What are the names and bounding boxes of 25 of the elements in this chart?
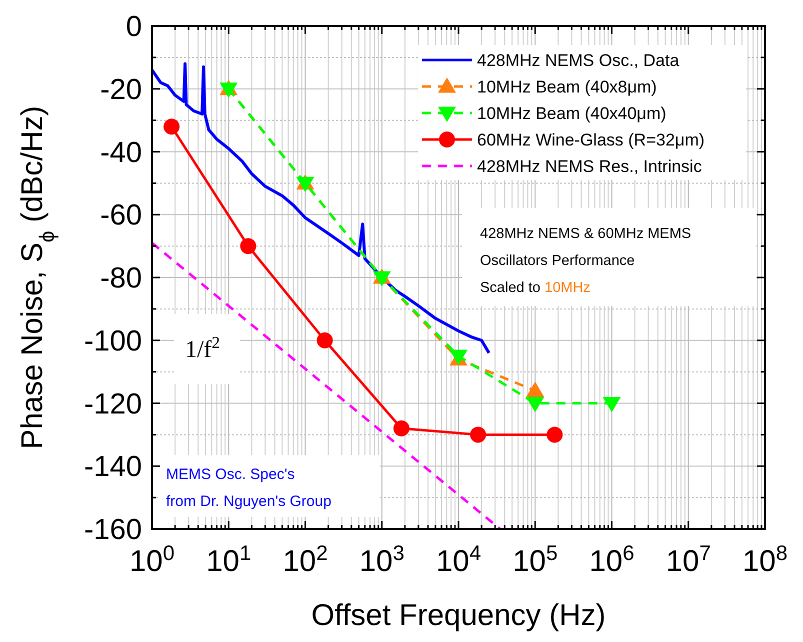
y-tick-label: 0 [126,11,142,43]
x-tick-label: 10$^{8}$ [742,542,788,578]
y-tick-label: -140 [84,451,142,484]
y-tick-label: -80 [100,262,142,294]
annotation: MEMS Osc. Spec's from Dr. Nguyen's Group [166,466,332,510]
y-tick-label: -120 [84,388,142,420]
legend-label: 428MHz NEMS Res., Intrinsic [477,157,702,176]
legend-label: 10MHz Beam (40x8μm) [477,78,657,96]
annotation: 1/f$^{2}$ [185,332,220,363]
x-tick-label: 10$^{4}$ [436,542,482,578]
legend-label: 60MHz Wine-Glass (R=32μm) [477,130,705,150]
legend-label: 10MHz Beam (40x40μm) [477,104,666,123]
y-tick-label: -20 [100,74,142,106]
y-tick-label: -40 [100,136,142,169]
x-tick-label: 10$^{6}$ [589,542,634,578]
x-axis-title: Offset Frequency (Hz) [311,599,606,632]
x-tick-label: 10$^{1}$ [206,542,252,578]
x-tick-label: 10$^{2}$ [282,542,328,578]
legend-label: 428MHz NEMS Osc., Data [477,51,680,70]
y-tick-label: -60 [100,200,142,232]
x-tick-label: 10$^{7}$ [666,542,711,578]
annotation: 428MHz NEMS & 60MHz MEMS Oscillators Performance Scaled to 10MHz [480,226,692,296]
y-tick-label: -100 [84,325,142,358]
x-tick-label: 10$^{3}$ [359,542,404,578]
x-tick-label: 10$^{5}$ [512,542,558,578]
